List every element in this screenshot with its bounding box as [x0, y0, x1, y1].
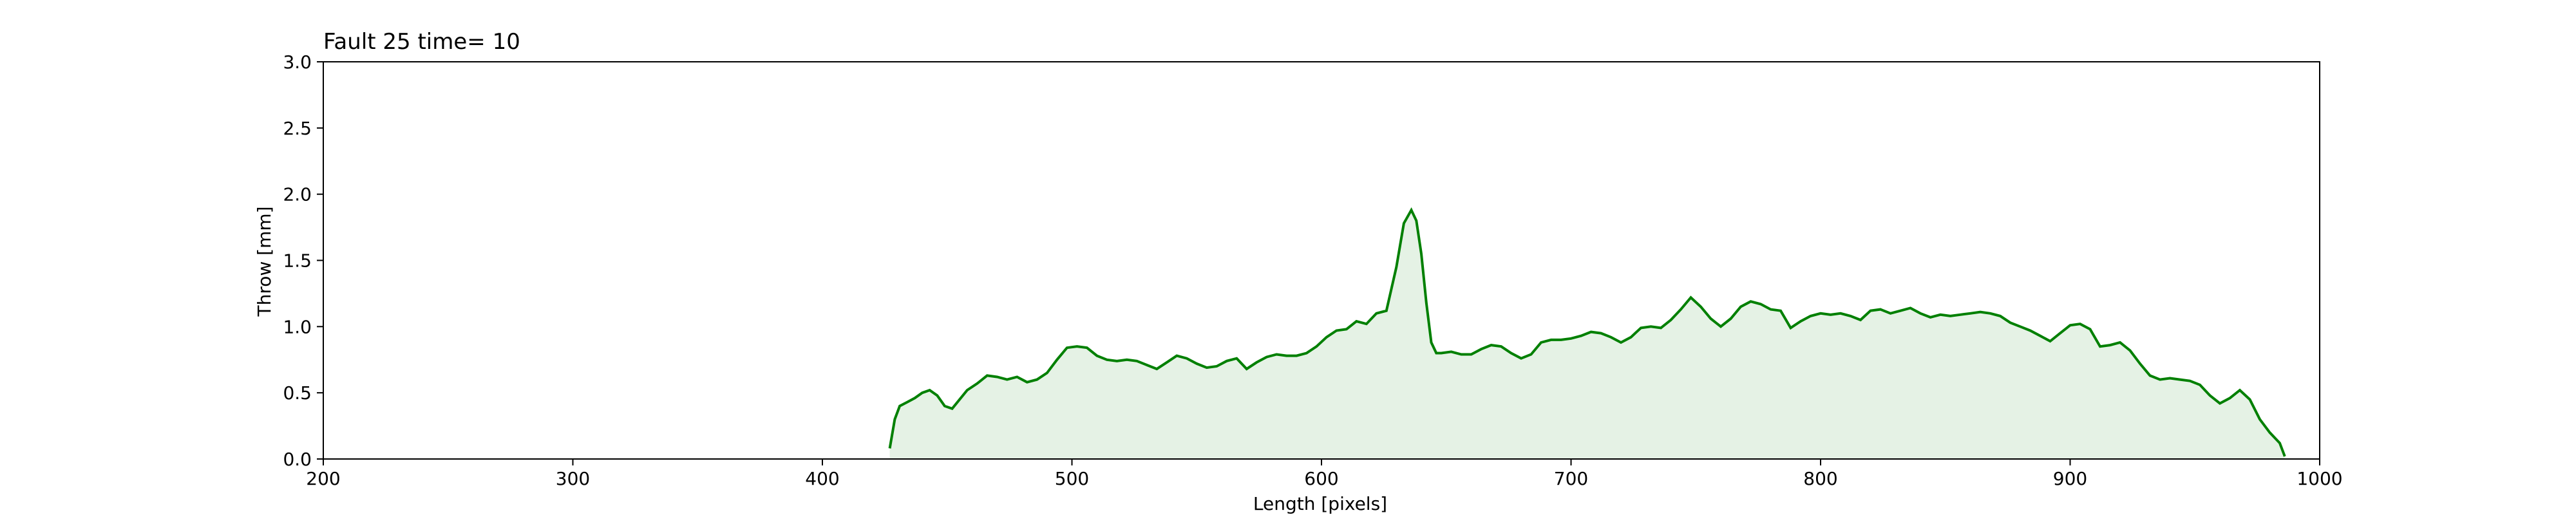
y-tick-label: 0.5 [283, 382, 312, 404]
y-axis-label: Throw [mm] [254, 206, 275, 317]
y-tick-label: 1.5 [283, 250, 312, 272]
x-axis-label: Length [pixels] [1253, 493, 1387, 514]
y-tick-label: 2.0 [283, 184, 312, 205]
throw-series-line [888, 207, 2286, 457]
y-tick-label: 3.0 [283, 52, 312, 73]
y-tick-label: 2.5 [283, 118, 312, 139]
x-tick-label: 500 [1055, 468, 1089, 489]
x-tick-label: 600 [1304, 468, 1338, 489]
x-tick-label: 700 [1554, 468, 1588, 489]
x-tick-label: 900 [2053, 468, 2087, 489]
x-tick-label: 200 [306, 468, 340, 489]
x-tick-label: 400 [805, 468, 839, 489]
y-tick-label: 0.0 [283, 449, 312, 470]
x-axis-ticks: 200 300 400 500 600 700 800 900 1000 [306, 459, 2343, 489]
x-tick-label: 300 [556, 468, 590, 489]
plot-area [888, 207, 2286, 459]
y-tick-label: 1.0 [283, 316, 312, 337]
x-tick-label: 1000 [2297, 468, 2342, 489]
x-tick-label: 800 [1803, 468, 1837, 489]
y-axis-ticks: 0.0 0.5 1.0 1.5 2.0 2.5 3.0 [283, 52, 323, 470]
chart-title: Fault 25 time= 10 [323, 29, 520, 55]
